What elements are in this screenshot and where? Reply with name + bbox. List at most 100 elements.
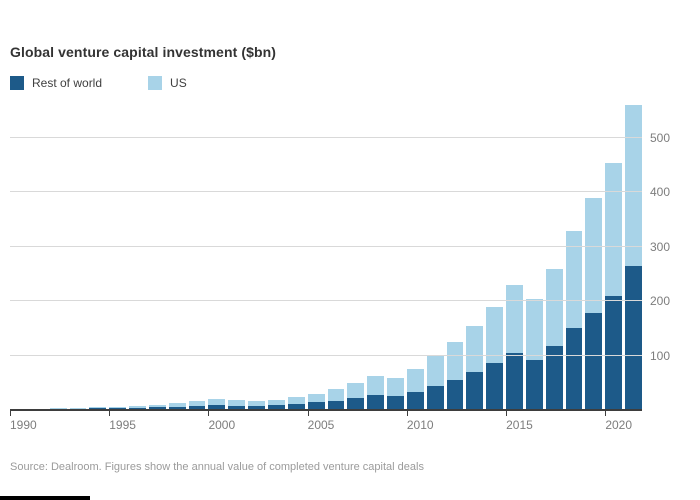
- bar-segment-rest-of-world: [129, 407, 146, 410]
- stacked-bar: [406, 369, 424, 410]
- x-axis-tick-label: 2020: [605, 418, 633, 432]
- bar-segment-us: [625, 105, 642, 267]
- stacked-bar: [545, 268, 563, 410]
- bar-segment-rest-of-world: [148, 407, 166, 410]
- bar-segment-us: [89, 407, 107, 409]
- stacked-bar: [168, 402, 186, 410]
- gridline: [10, 245, 642, 247]
- bar-segment-rest-of-world: [168, 406, 186, 410]
- stacked-bar: [625, 105, 642, 410]
- bar-segment-rest-of-world: [188, 406, 206, 410]
- bar-segment-us: [109, 406, 127, 409]
- stacked-bar: [387, 378, 404, 410]
- stacked-bar: [506, 284, 523, 410]
- legend-swatch-rest-of-world: [10, 76, 24, 90]
- legend-label-rest-of-world: Rest of world: [32, 76, 103, 90]
- stacked-bar: [605, 162, 623, 410]
- bar-segment-rest-of-world: [208, 405, 226, 410]
- stacked-bar: [208, 399, 226, 410]
- x-axis-tick-label: 2015: [506, 418, 533, 432]
- x-axis-tick: [208, 411, 210, 416]
- bar-segment-us: [506, 284, 523, 354]
- stacked-bar: [287, 396, 305, 410]
- bar-segment-rest-of-world: [287, 404, 305, 410]
- stacked-bar: [228, 400, 246, 410]
- stacked-bar: [565, 230, 583, 410]
- stacked-bar: [446, 342, 464, 410]
- bar-segment-us: [168, 402, 186, 407]
- ft-footer-bar: [0, 496, 90, 500]
- bar-segment-us: [406, 369, 424, 392]
- bar-segment-rest-of-world: [486, 363, 504, 410]
- stacked-bar: [486, 306, 504, 410]
- stacked-bar: [426, 355, 444, 410]
- bar-segment-us: [605, 162, 623, 296]
- bar-segment-rest-of-world: [426, 385, 444, 410]
- y-axis-tick-label: 100: [650, 348, 671, 363]
- gridline: [10, 354, 642, 356]
- stacked-bar: [367, 376, 385, 410]
- bar-segment-us: [466, 325, 484, 372]
- bar-segment-us: [347, 382, 365, 399]
- stacked-bar: [327, 389, 345, 410]
- bar-segment-us: [585, 197, 603, 314]
- legend-label-us: US: [170, 76, 187, 90]
- x-axis-tick-label: 1995: [109, 418, 136, 432]
- bar-segment-us: [228, 400, 246, 406]
- bar-segment-us: [486, 306, 504, 364]
- plot-area: [10, 100, 642, 411]
- stacked-bar: [267, 399, 285, 410]
- bar-segment-us: [307, 393, 325, 403]
- x-axis-tick: [406, 411, 408, 416]
- bar-segment-us: [287, 396, 305, 405]
- bar-segment-us: [267, 399, 285, 406]
- stacked-bar: [188, 401, 206, 410]
- x-axis-tick: [109, 411, 111, 416]
- stacked-bar: [248, 400, 265, 410]
- bar-segment-us: [148, 404, 166, 408]
- source-note: Source: Dealroom. Figures show the annua…: [10, 461, 424, 473]
- x-axis-tick: [605, 411, 607, 416]
- x-axis-tick-label: 2000: [208, 418, 236, 432]
- stacked-bar: [525, 298, 543, 410]
- x-axis-line: [10, 409, 642, 411]
- y-axis-tick-label: 500: [650, 131, 671, 146]
- bar-segment-us: [426, 355, 444, 386]
- bar-segment-us: [129, 405, 146, 408]
- bar-segment-us: [525, 298, 543, 360]
- bar-segment-rest-of-world: [228, 405, 246, 410]
- stacked-bar: [585, 197, 603, 410]
- bars: [10, 100, 642, 410]
- legend: Rest of world US: [10, 76, 187, 90]
- y-axis-tick-label: 200: [650, 294, 671, 309]
- x-axis-tick: [506, 411, 508, 416]
- bar-segment-rest-of-world: [525, 359, 543, 410]
- stacked-bar: [129, 405, 146, 410]
- gridline: [10, 137, 642, 139]
- bar-segment-us: [367, 376, 385, 395]
- bar-segment-rest-of-world: [565, 328, 583, 410]
- bar-segment-us: [446, 342, 464, 380]
- stacked-bar: [148, 404, 166, 410]
- legend-swatch-us: [148, 76, 163, 90]
- gridline: [10, 300, 642, 302]
- x-axis-tick-label: 1990: [10, 418, 37, 432]
- bar-segment-rest-of-world: [367, 394, 385, 410]
- gridline: [10, 191, 642, 193]
- bar-segment-us: [49, 408, 67, 409]
- bar-segment-us: [69, 407, 87, 409]
- bar-segment-rest-of-world: [466, 371, 484, 410]
- bar-segment-rest-of-world: [545, 345, 563, 410]
- bar-segment-us: [565, 230, 583, 329]
- stacked-bar: [307, 393, 325, 410]
- bar-segment-rest-of-world: [605, 295, 623, 410]
- x-axis-tick-label: 2005: [307, 418, 335, 432]
- y-axis-tick-label: 300: [650, 239, 671, 254]
- bar-segment-rest-of-world: [446, 379, 464, 410]
- x-axis-tick: [307, 411, 309, 416]
- bar-segment-us: [248, 400, 265, 406]
- bar-segment-rest-of-world: [267, 405, 285, 410]
- bar-segment-rest-of-world: [387, 395, 404, 410]
- bar-segment-rest-of-world: [506, 353, 523, 410]
- bar-segment-rest-of-world: [248, 405, 265, 410]
